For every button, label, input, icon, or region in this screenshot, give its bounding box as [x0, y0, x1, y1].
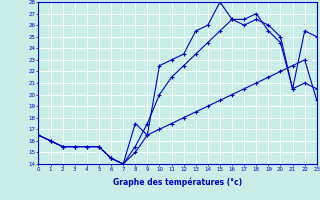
X-axis label: Graphe des températures (°c): Graphe des températures (°c)	[113, 177, 242, 187]
